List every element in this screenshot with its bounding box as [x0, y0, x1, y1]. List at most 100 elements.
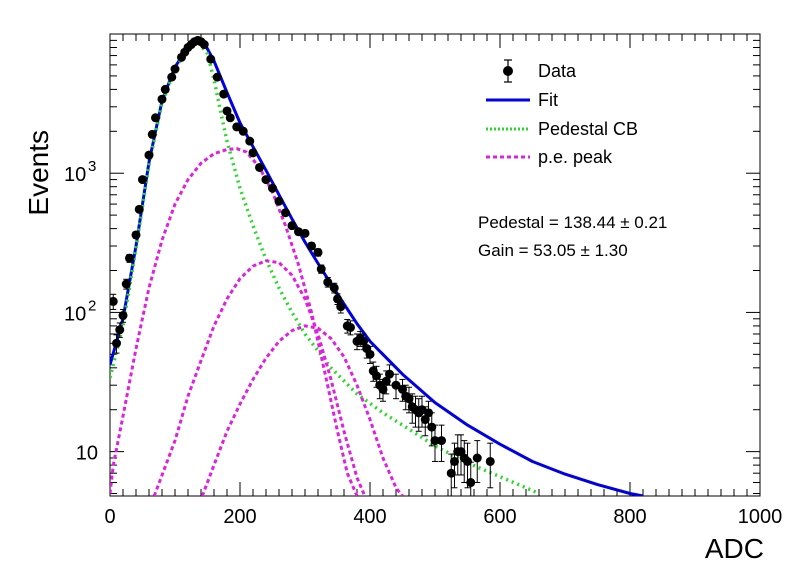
legend-data-marker [503, 66, 513, 76]
fit-curves [110, 38, 644, 496]
data-point [219, 89, 229, 99]
data-point [248, 148, 258, 158]
data-point [261, 175, 271, 185]
data-point [170, 64, 180, 74]
data-marker [219, 89, 229, 99]
data-point [245, 136, 255, 146]
data-marker [313, 247, 323, 257]
data-marker [378, 384, 388, 394]
data-marker [157, 94, 167, 104]
annotation-gain: Gain = 53.05 ± 1.30 [478, 241, 628, 260]
data-marker [248, 148, 258, 158]
data-marker [212, 72, 222, 82]
y-tick-label: 10 [64, 164, 86, 186]
data-point [232, 122, 242, 132]
x-tick-label: 800 [613, 506, 646, 528]
data-marker [144, 150, 154, 160]
data-point [300, 228, 310, 238]
data-points [110, 35, 495, 496]
x-tick-label: 400 [353, 506, 386, 528]
data-marker [118, 311, 128, 321]
x-axis-title: ADC [705, 533, 764, 564]
data-point [134, 204, 144, 214]
data-marker [437, 436, 446, 446]
curve-fit [110, 38, 644, 496]
data-marker [121, 279, 131, 289]
data-marker [463, 456, 472, 466]
data-point [138, 175, 147, 185]
data-point [274, 196, 284, 206]
data-marker [134, 204, 144, 214]
data-marker [112, 338, 121, 348]
data-marker [307, 241, 316, 251]
data-marker [329, 283, 339, 293]
data-marker [420, 415, 430, 425]
data-point [336, 300, 346, 314]
data-point [287, 221, 297, 231]
data-marker [385, 369, 394, 379]
y-tick-label: 10 [64, 303, 86, 325]
data-point [466, 461, 476, 496]
data-marker [232, 122, 242, 132]
legend-label-data: Data [538, 61, 577, 81]
data-marker [238, 126, 248, 136]
data-point [281, 208, 290, 218]
data-marker [430, 436, 440, 446]
data-point [485, 442, 495, 489]
y-tick-label-exponent: 2 [88, 297, 96, 314]
annotation-pedestal: Pedestal = 138.44 ± 0.21 [478, 213, 667, 232]
data-marker [206, 54, 216, 64]
data-marker [336, 302, 346, 312]
x-tick-labels: 0 200 400 600 800 1000 [104, 506, 782, 528]
data-point [212, 72, 222, 82]
data-marker [199, 40, 209, 50]
data-marker [450, 456, 459, 466]
data-marker [404, 394, 414, 404]
data-point [157, 94, 167, 104]
data-marker [300, 228, 310, 238]
data-point [430, 424, 440, 462]
data-point [346, 320, 355, 336]
data-point [238, 126, 248, 136]
data-marker [398, 384, 407, 394]
data-marker [131, 230, 141, 240]
data-point [147, 129, 157, 139]
data-point [323, 277, 333, 288]
y-tick-label-exponent: 3 [88, 158, 96, 175]
data-marker [424, 408, 433, 418]
data-marker [110, 296, 118, 306]
x-tick-label: 600 [483, 506, 516, 528]
data-point [167, 72, 177, 82]
data-marker [115, 325, 125, 335]
data-marker [446, 468, 456, 478]
x-tick-label: 200 [223, 506, 256, 528]
data-marker [222, 106, 232, 116]
data-marker [346, 322, 355, 332]
data-point [268, 183, 277, 193]
data-point [222, 106, 232, 116]
data-marker [274, 196, 284, 206]
data-point [118, 308, 128, 323]
data-point [437, 424, 446, 462]
data-point [144, 150, 154, 160]
data-point [365, 345, 375, 364]
data-marker [125, 253, 134, 263]
curve-pedestal-cb [110, 39, 540, 496]
curve-p-e-peak-2 [152, 259, 367, 496]
data-marker [485, 456, 495, 466]
data-point [472, 440, 482, 484]
legend-item-data: Data [503, 59, 577, 83]
data-marker [167, 72, 177, 82]
data-point [424, 400, 433, 428]
data-point [316, 264, 326, 274]
data-marker [151, 113, 160, 123]
data-marker [381, 376, 391, 386]
data-marker [281, 208, 290, 218]
x-tick-label: 0 [104, 506, 115, 528]
curve-p-e-peak-3 [200, 324, 404, 496]
data-marker [372, 371, 381, 381]
data-marker [160, 84, 170, 94]
data-point [307, 241, 316, 251]
data-marker [287, 221, 297, 231]
